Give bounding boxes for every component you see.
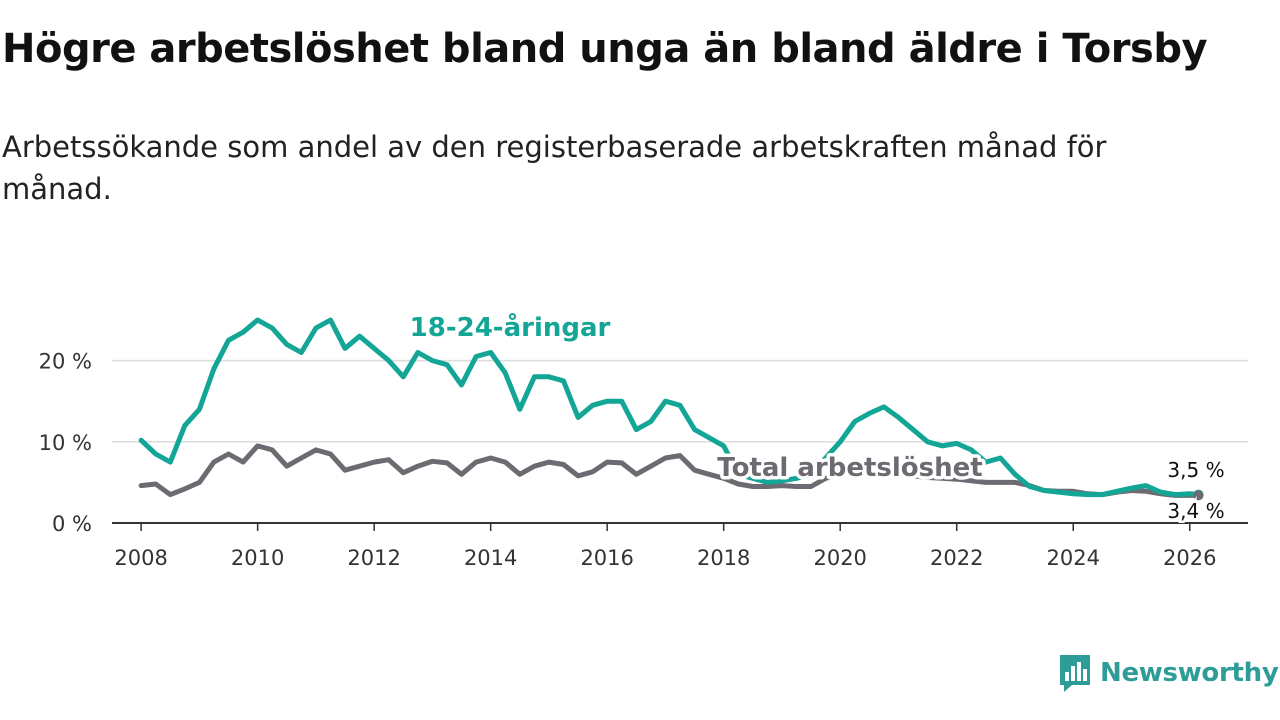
x-tick-label: 2026	[1163, 546, 1216, 570]
brand-name: Newsworthy	[1100, 658, 1279, 688]
total-series-label: Total arbetslöshet	[717, 453, 982, 483]
x-tick-label: 2014	[464, 546, 517, 570]
y-tick-label: 20 %	[39, 350, 92, 374]
youth-end-value-label: 3,5 %	[1167, 458, 1224, 482]
x-tick-label: 2016	[580, 546, 633, 570]
x-tick-label: 2024	[1047, 546, 1100, 570]
y-tick-label: 10 %	[39, 431, 92, 455]
total-line-end-point	[1193, 490, 1204, 501]
x-tick-label: 2012	[347, 546, 400, 570]
total-end-value-label: 3,4 %	[1167, 499, 1224, 523]
x-tick-label: 2010	[231, 546, 284, 570]
chart-bubble-icon	[1060, 655, 1090, 692]
x-tick-label: 2020	[813, 546, 866, 570]
x-tick-label: 2022	[930, 546, 983, 570]
youth-series-label: 18-24-åringar	[410, 311, 611, 343]
youth-line	[138, 317, 1201, 498]
y-tick-label: 0 %	[52, 512, 92, 536]
x-tick-label: 2018	[697, 546, 750, 570]
chart-title: Högre arbetslöshet bland unga än bland ä…	[2, 26, 1208, 72]
x-tick-label: 2008	[114, 546, 167, 570]
chart-subtitle: Arbetssökande som andel av den registerb…	[2, 130, 1107, 206]
brand-logo: Newsworthy	[1058, 652, 1279, 694]
